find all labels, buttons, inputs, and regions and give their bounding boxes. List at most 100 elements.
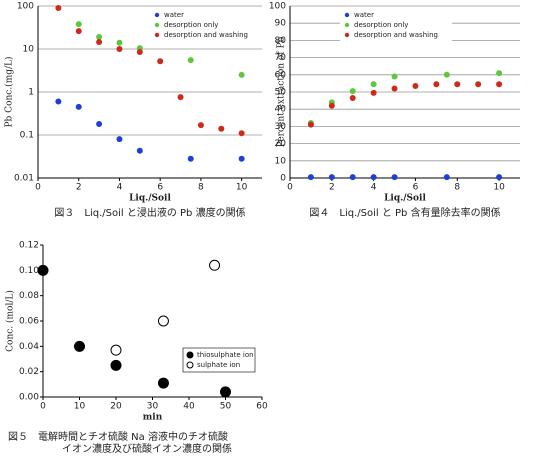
point <box>220 386 231 398</box>
legend-label: desorption and washing <box>164 31 248 39</box>
x-tick-label: 10 <box>236 183 248 193</box>
y-axis-label: Conc. (mol/L) <box>5 290 16 352</box>
point <box>136 147 143 154</box>
legend-label: sulphate ion <box>197 361 240 369</box>
x-tick-label: 60 <box>256 402 268 412</box>
point <box>136 49 143 56</box>
y-tick-label: 30 <box>275 122 287 132</box>
point <box>157 58 164 65</box>
y-tick-label: 1 <box>28 88 34 98</box>
legend-label: thiosulphate ion <box>197 351 254 359</box>
x-tick-label: 8 <box>198 183 204 193</box>
point <box>116 136 123 143</box>
point <box>96 34 103 41</box>
x-axis-label: Liq./Soil <box>384 194 426 204</box>
y-tick-label: 0.04 <box>19 342 39 352</box>
legend-label: desorption only <box>164 21 218 29</box>
point <box>55 4 62 11</box>
x-tick-label: 0 <box>35 183 41 193</box>
legend-box <box>150 8 262 42</box>
legend-marker <box>154 12 160 18</box>
point <box>238 130 245 137</box>
y-tick-label: 80 <box>275 36 287 46</box>
point <box>110 359 122 371</box>
point <box>349 95 356 102</box>
x-tick-label: 6 <box>157 183 163 193</box>
point <box>370 174 377 181</box>
y-tick-label: 70 <box>275 53 287 63</box>
x-tick-label: 10 <box>493 183 505 193</box>
x-axis-label: Liq./Soil <box>129 194 171 204</box>
y-tick-label: 0.12 <box>19 241 39 251</box>
y-tick-label: 10 <box>275 156 287 166</box>
y-tick-label: 0.1 <box>20 131 34 141</box>
point <box>197 122 204 129</box>
point <box>37 264 49 276</box>
x-tick-label: 0 <box>40 402 46 412</box>
x-tick-label: 0 <box>287 183 293 193</box>
x-tick-label: 30 <box>147 402 159 412</box>
point <box>238 155 245 162</box>
point <box>443 71 450 78</box>
point <box>177 94 184 101</box>
legend-box <box>182 347 256 373</box>
point <box>238 71 245 78</box>
legend-marker <box>186 351 194 359</box>
point <box>187 155 194 162</box>
y-tick-label: 100 <box>269 2 286 12</box>
point <box>496 174 503 181</box>
caption: 図４ Liq./Soil と Pb 含有量除去率の関係 <box>309 206 500 219</box>
point <box>391 73 398 80</box>
y-tick-label: 20 <box>275 139 287 149</box>
point <box>218 125 225 132</box>
y-tick-label: 40 <box>275 105 287 115</box>
point <box>187 57 194 64</box>
y-tick-label: 0.00 <box>19 393 39 403</box>
legend-label: water <box>354 11 374 19</box>
y-tick-label: 0.02 <box>19 367 39 377</box>
y-tick-label: 90 <box>275 19 287 29</box>
legend-marker <box>344 12 350 18</box>
point <box>110 344 122 356</box>
legend-marker <box>344 22 350 28</box>
y-tick-label: 0.01 <box>14 174 34 184</box>
point <box>496 81 503 88</box>
y-axis-label: Percent extraction of Pb <box>277 36 287 147</box>
legend-marker <box>154 32 160 38</box>
point <box>74 340 85 352</box>
caption: イオン濃度及び硫酸イオン濃度の関係 <box>62 442 232 455</box>
y-axis-label: Pb Conc.(mg/L) <box>4 56 15 127</box>
point <box>391 174 398 181</box>
point <box>75 103 82 110</box>
legend-marker <box>344 32 350 38</box>
legend-marker <box>186 361 194 369</box>
point <box>370 89 377 96</box>
y-tick-label: 0.10 <box>19 266 39 276</box>
point <box>370 81 377 88</box>
point <box>433 81 440 88</box>
point <box>96 121 103 128</box>
point <box>328 174 335 181</box>
y-tick-label: 100 <box>17 2 34 12</box>
point <box>307 174 314 181</box>
legend-label: desorption and washing <box>354 31 438 39</box>
y-tick-label: 0 <box>280 174 286 184</box>
x-tick-label: 50 <box>220 402 232 412</box>
y-tick-label: 50 <box>275 88 287 98</box>
caption: 図３ Liq./Soil と浸出液の Pb 濃度の関係 <box>54 206 245 219</box>
point <box>475 81 482 88</box>
point <box>328 102 335 109</box>
legend-marker <box>154 22 160 28</box>
x-tick-label: 20 <box>110 402 122 412</box>
point <box>75 21 82 28</box>
y-tick-label: 0.08 <box>19 291 39 301</box>
x-axis-label: min <box>143 413 163 423</box>
point <box>157 315 169 327</box>
point <box>209 259 221 271</box>
legend-box <box>340 8 452 42</box>
x-tick-label: 2 <box>76 183 82 193</box>
point <box>391 85 398 92</box>
point <box>75 28 82 35</box>
x-tick-label: 6 <box>413 183 419 193</box>
x-tick-label: 4 <box>371 183 377 193</box>
